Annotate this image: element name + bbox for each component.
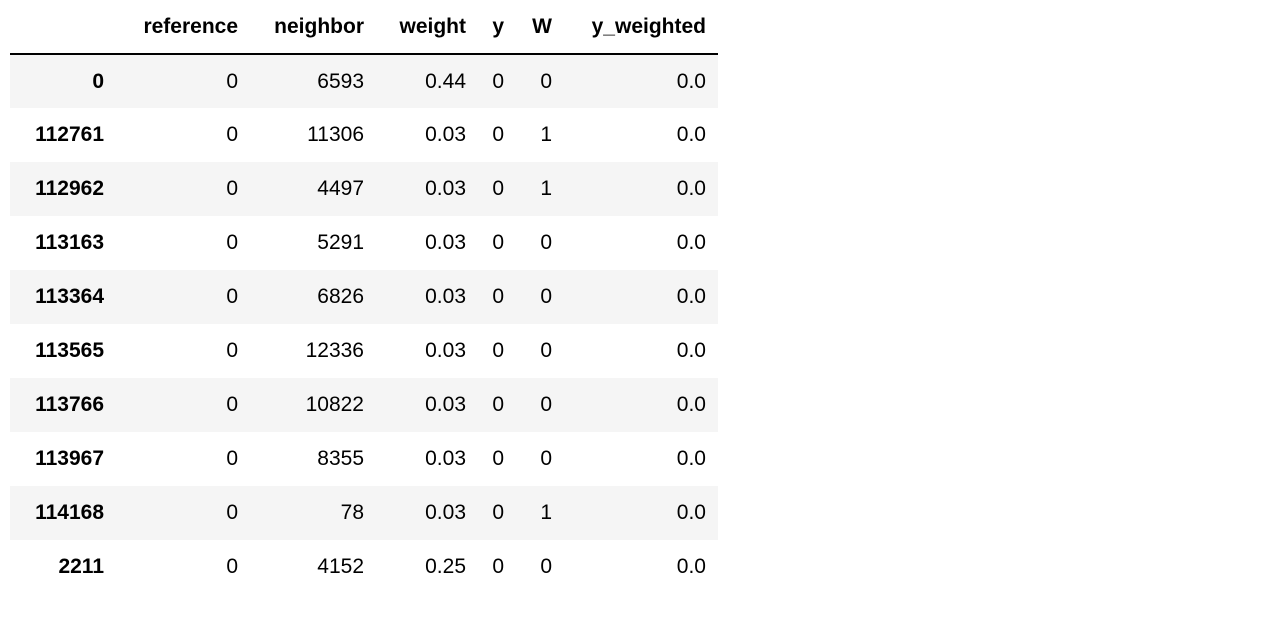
table-row: 113163 0 5291 0.03 0 0 0.0 xyxy=(10,216,718,270)
cell-y: 0 xyxy=(492,231,504,254)
cell-weight: 0.03 xyxy=(425,177,466,200)
dataframe-table: reference neighbor weight y W y_weighted… xyxy=(10,0,718,594)
column-header-reference: reference xyxy=(116,0,250,55)
row-index: 112761 xyxy=(35,123,104,146)
cell-y-weighted: 0.0 xyxy=(676,285,706,308)
cell-weight: 0.03 xyxy=(425,393,466,416)
cell-y-weighted: 0.0 xyxy=(676,393,706,416)
cell-weight: 0.03 xyxy=(425,123,466,146)
cell-neighbor: 78 xyxy=(340,501,364,524)
cell-reference: 0 xyxy=(226,285,238,308)
cell-neighbor: 6826 xyxy=(317,285,364,308)
cell-reference: 0 xyxy=(226,339,238,362)
cell-reference: 0 xyxy=(226,501,238,524)
table-row: 112761 0 11306 0.03 0 1 0.0 xyxy=(10,108,718,162)
cell-weight: 0.03 xyxy=(425,339,466,362)
cell-W: 0 xyxy=(540,69,552,93)
cell-W: 1 xyxy=(540,123,552,146)
cell-reference: 0 xyxy=(226,447,238,470)
cell-W: 0 xyxy=(540,393,552,416)
table-row: 113967 0 8355 0.03 0 0 0.0 xyxy=(10,432,718,486)
cell-y-weighted: 0.0 xyxy=(676,177,706,200)
column-header-W: W xyxy=(516,0,564,55)
cell-y-weighted: 0.0 xyxy=(676,501,706,524)
cell-neighbor: 6593 xyxy=(317,69,364,93)
cell-W: 0 xyxy=(540,231,552,254)
column-header-neighbor: neighbor xyxy=(250,0,376,55)
cell-neighbor: 11306 xyxy=(307,123,364,146)
cell-neighbor: 12336 xyxy=(305,339,364,362)
cell-W: 0 xyxy=(540,447,552,470)
table-row: 0 0 6593 0.44 0 0 0.0 xyxy=(10,54,718,108)
cell-W: 0 xyxy=(540,285,552,308)
cell-neighbor: 5291 xyxy=(317,231,364,254)
table-row: 113364 0 6826 0.03 0 0 0.0 xyxy=(10,270,718,324)
dataframe-output: reference neighbor weight y W y_weighted… xyxy=(10,0,718,594)
cell-W: 0 xyxy=(540,555,552,578)
table-row: 114168 0 78 0.03 0 1 0.0 xyxy=(10,486,718,540)
row-index: 2211 xyxy=(58,555,104,578)
table-row: 113565 0 12336 0.03 0 0 0.0 xyxy=(10,324,718,378)
cell-y: 0 xyxy=(492,393,504,416)
cell-weight: 0.44 xyxy=(425,69,466,93)
cell-y: 0 xyxy=(492,447,504,470)
cell-reference: 0 xyxy=(226,393,238,416)
column-header-y: y xyxy=(478,0,516,55)
cell-y: 0 xyxy=(492,69,504,93)
cell-weight: 0.03 xyxy=(425,447,466,470)
cell-neighbor: 8355 xyxy=(317,447,364,470)
cell-y: 0 xyxy=(492,339,504,362)
row-index: 114168 xyxy=(35,501,104,524)
row-index: 113565 xyxy=(35,339,104,362)
header-row: reference neighbor weight y W y_weighted xyxy=(10,0,718,55)
column-header-y-weighted: y_weighted xyxy=(564,0,718,55)
row-index: 113967 xyxy=(35,447,104,470)
cell-y-weighted: 0.0 xyxy=(676,123,706,146)
row-index: 112962 xyxy=(35,177,104,200)
cell-reference: 0 xyxy=(226,177,238,200)
row-index: 113766 xyxy=(35,393,104,416)
cell-y-weighted: 0.0 xyxy=(676,447,706,470)
row-index: 113163 xyxy=(35,231,104,254)
cell-reference: 0 xyxy=(226,555,238,578)
cell-y-weighted: 0.0 xyxy=(676,339,706,362)
cell-weight: 0.25 xyxy=(425,555,466,578)
cell-neighbor: 4152 xyxy=(317,555,364,578)
table-row: 2211 0 4152 0.25 0 0 0.0 xyxy=(10,540,718,594)
cell-y-weighted: 0.0 xyxy=(676,231,706,254)
cell-neighbor: 10822 xyxy=(305,393,364,416)
cell-y-weighted: 0.0 xyxy=(676,69,706,93)
row-index: 0 xyxy=(92,69,104,93)
table-row: 112962 0 4497 0.03 0 1 0.0 xyxy=(10,162,718,216)
cell-W: 1 xyxy=(540,501,552,524)
cell-reference: 0 xyxy=(226,123,238,146)
cell-y: 0 xyxy=(492,285,504,308)
cell-W: 0 xyxy=(540,339,552,362)
cell-y: 0 xyxy=(492,501,504,524)
cell-W: 1 xyxy=(540,177,552,200)
cell-weight: 0.03 xyxy=(425,231,466,254)
column-header-weight: weight xyxy=(376,0,478,55)
cell-neighbor: 4497 xyxy=(317,177,364,200)
cell-reference: 0 xyxy=(226,231,238,254)
cell-y-weighted: 0.0 xyxy=(676,555,706,578)
cell-y: 0 xyxy=(492,123,504,146)
table-header: reference neighbor weight y W y_weighted xyxy=(10,0,718,55)
cell-y: 0 xyxy=(492,177,504,200)
table-row: 113766 0 10822 0.03 0 0 0.0 xyxy=(10,378,718,432)
cell-y: 0 xyxy=(492,555,504,578)
index-header xyxy=(10,0,116,55)
cell-reference: 0 xyxy=(226,69,238,93)
table-body: 0 0 6593 0.44 0 0 0.0 112761 0 11306 0.0… xyxy=(10,54,718,594)
cell-weight: 0.03 xyxy=(425,285,466,308)
row-index: 113364 xyxy=(35,285,104,308)
cell-weight: 0.03 xyxy=(425,501,466,524)
